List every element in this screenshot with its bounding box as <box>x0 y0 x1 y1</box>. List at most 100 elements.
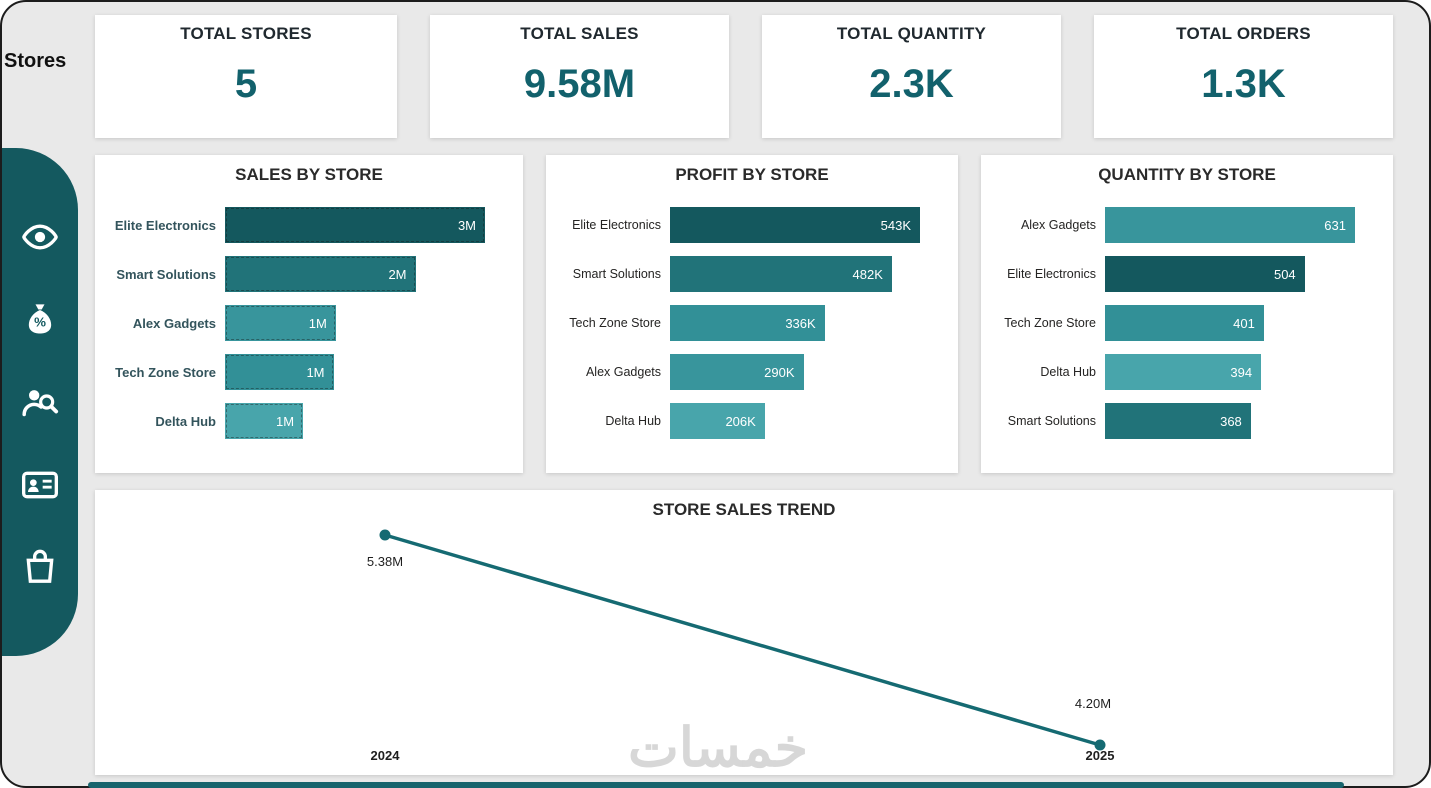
bar-track: 206K <box>670 403 920 439</box>
bar[interactable]: 336K <box>670 305 825 341</box>
bar-row: Smart Solutions 368 <box>981 403 1355 439</box>
bar-row: Elite Electronics 504 <box>981 256 1355 292</box>
category-label: Elite Electronics <box>1007 267 1096 281</box>
kpi-title: TOTAL STORES <box>180 24 312 43</box>
kpi-card-total-quantity: TOTAL QUANTITY 2.3K <box>762 15 1061 138</box>
bar-value-label: 543K <box>880 217 911 233</box>
report-title: Stores <box>4 50 67 72</box>
bar-value-label: 1M <box>306 364 325 380</box>
bar-row: Delta Hub 394 <box>981 354 1355 390</box>
bar-chart: Alex Gadgets 631 Elite Electronics 504 T… <box>981 207 1393 439</box>
bar-track: 504 <box>1105 256 1355 292</box>
bar-value-label: 1M <box>308 315 327 331</box>
id-card-icon-svg <box>22 471 59 498</box>
shopping-bag-icon[interactable] <box>18 545 62 589</box>
bar-chart: Elite Electronics 3M Smart Solutions 2M … <box>95 207 523 439</box>
bar-track: 1M <box>225 305 485 341</box>
category-label: Alex Gadgets <box>132 315 216 331</box>
bar[interactable]: 482K <box>670 256 892 292</box>
bar[interactable]: 394 <box>1105 354 1262 390</box>
chart-title: QUANTITY BY STORE <box>1098 165 1276 184</box>
bar-row: Smart Solutions 482K <box>546 256 920 292</box>
chart-quantity-by-store: QUANTITY BY STORE Alex Gadgets 631 Elite… <box>981 155 1393 473</box>
trend-line-chart <box>379 529 1106 751</box>
svg-text:%: % <box>34 315 46 330</box>
sidebar: % <box>2 148 78 656</box>
bar-row: Tech Zone Store 336K <box>546 305 920 341</box>
bar-track: 1M <box>225 354 485 390</box>
bar[interactable]: 631 <box>1105 207 1355 243</box>
eye-icon[interactable] <box>18 215 62 259</box>
category-label: Smart Solutions <box>572 267 661 281</box>
category-label: Alex Gadgets <box>1020 218 1096 232</box>
trend-point-2025[interactable] <box>1094 739 1106 751</box>
x-axis-label-2024: 2024 <box>370 748 400 763</box>
kpi-value: 1.3K <box>1201 61 1286 106</box>
bar-value-label: 401 <box>1233 315 1255 331</box>
shopping-bag-icon-svg <box>26 550 54 584</box>
bar-value-label: 336K <box>785 315 816 331</box>
bar-value-label: 394 <box>1230 364 1253 380</box>
bar-track: 368 <box>1105 403 1355 439</box>
bar-track: 394 <box>1105 354 1355 390</box>
bar-value-label: 504 <box>1273 266 1296 282</box>
bar-track: 543K <box>670 207 920 243</box>
category-label: Delta Hub <box>155 413 216 429</box>
discount-money-bag-icon[interactable]: % <box>18 297 62 341</box>
id-card-icon[interactable] <box>18 463 62 507</box>
bar-row: Elite Electronics 3M <box>95 207 485 243</box>
bar-row: Smart Solutions 2M <box>95 256 485 292</box>
point-label-2025: 4.20M <box>1074 696 1112 711</box>
bar-value-label: 1M <box>276 413 295 429</box>
bar-value-label: 3M <box>457 217 476 233</box>
bar-track: 290K <box>670 354 920 390</box>
kpi-value: 2.3K <box>869 61 954 106</box>
category-label: Alex Gadgets <box>585 365 661 379</box>
bar[interactable]: 543K <box>670 207 920 243</box>
customer-search-icon[interactable] <box>18 380 62 424</box>
chart-title: PROFIT BY STORE <box>675 165 829 184</box>
bar-row: Tech Zone Store 401 <box>981 305 1355 341</box>
category-label: Smart Solutions <box>116 266 216 282</box>
point-label-2024: 5.38M <box>366 554 404 569</box>
trend-point-2024[interactable] <box>379 529 391 541</box>
chart-title: STORE SALES TREND <box>652 500 836 519</box>
bar[interactable]: 1M <box>225 403 304 439</box>
kpi-title: TOTAL SALES <box>520 24 639 43</box>
chart-profit-by-store: PROFIT BY STORE Elite Electronics 543K S… <box>546 155 958 473</box>
category-label: Tech Zone Store <box>1004 316 1096 330</box>
customer-search-icon-svg <box>22 390 59 417</box>
category-label: Delta Hub <box>605 414 661 428</box>
kpi-title: TOTAL QUANTITY <box>836 24 987 43</box>
bar-value-label: 482K <box>852 266 883 282</box>
chart-store-sales-trend: STORE SALES TREND 5.38M 4.20M 2024 2025 <box>95 490 1393 775</box>
bar-chart: Elite Electronics 543K Smart Solutions 4… <box>546 207 958 439</box>
bar-row: Alex Gadgets 631 <box>981 207 1355 243</box>
discount-money-bag-icon-svg: % <box>28 304 52 334</box>
bar[interactable]: 1M <box>225 354 334 390</box>
bar[interactable]: 368 <box>1105 403 1251 439</box>
bar-track: 482K <box>670 256 920 292</box>
bar-row: Delta Hub 206K <box>546 403 920 439</box>
bar-track: 631 <box>1105 207 1355 243</box>
bar[interactable]: 2M <box>225 256 416 292</box>
bar-row: Alex Gadgets 1M <box>95 305 485 341</box>
bar-value-label: 2M <box>388 266 407 282</box>
bar-row: Delta Hub 1M <box>95 403 485 439</box>
bar-row: Tech Zone Store 1M <box>95 354 485 390</box>
bar[interactable]: 290K <box>670 354 804 390</box>
bar[interactable]: 401 <box>1105 305 1264 341</box>
category-label: Tech Zone Store <box>569 316 661 330</box>
kpi-card-total-sales: TOTAL SALES 9.58M <box>430 15 729 138</box>
kpi-card-total-stores: TOTAL STORES 5 <box>95 15 397 138</box>
bar-track: 401 <box>1105 305 1355 341</box>
bar-track: 2M <box>225 256 485 292</box>
chart-title: SALES BY STORE <box>235 165 383 184</box>
trend-line <box>384 533 1101 747</box>
bar[interactable]: 3M <box>225 207 485 243</box>
bar[interactable]: 1M <box>225 305 336 341</box>
bar[interactable]: 206K <box>670 403 765 439</box>
bar-row: Alex Gadgets 290K <box>546 354 920 390</box>
bar[interactable]: 504 <box>1105 256 1305 292</box>
